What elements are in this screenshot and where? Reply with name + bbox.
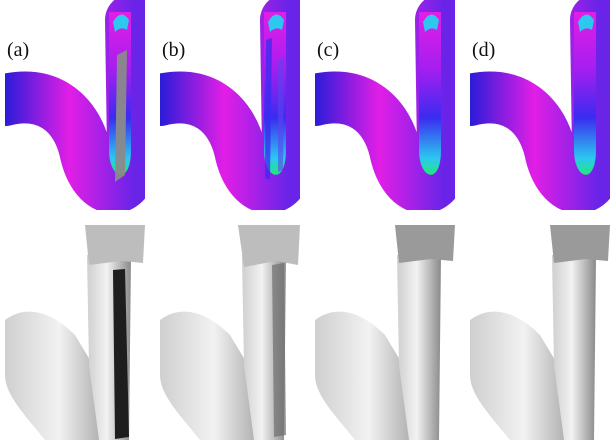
tube-render-c: [315, 0, 455, 210]
panel-label-d: (d): [472, 39, 496, 61]
arm-render-b: [160, 225, 300, 440]
tube-panel-d: (d): [470, 0, 610, 210]
tube-render-a: [5, 0, 145, 210]
tube-panel-a: (a): [5, 0, 145, 210]
arm-panel-b: [160, 225, 300, 440]
tube-panel-b: (b): [160, 0, 300, 210]
arm-panel-c: [315, 225, 455, 440]
panel-label-b: (b): [162, 39, 186, 61]
tube-render-d: [470, 0, 610, 210]
tube-render-b: [160, 0, 300, 210]
arm-render-d: [470, 225, 610, 440]
tube-panel-c: (c): [315, 0, 455, 210]
arm-render-c: [315, 225, 455, 440]
arm-panel-d: [470, 225, 610, 440]
arm-panel-a: [5, 225, 145, 440]
panel-label-c: (c): [317, 39, 340, 61]
arm-render-a: [5, 225, 145, 440]
panel-label-a: (a): [7, 39, 30, 61]
